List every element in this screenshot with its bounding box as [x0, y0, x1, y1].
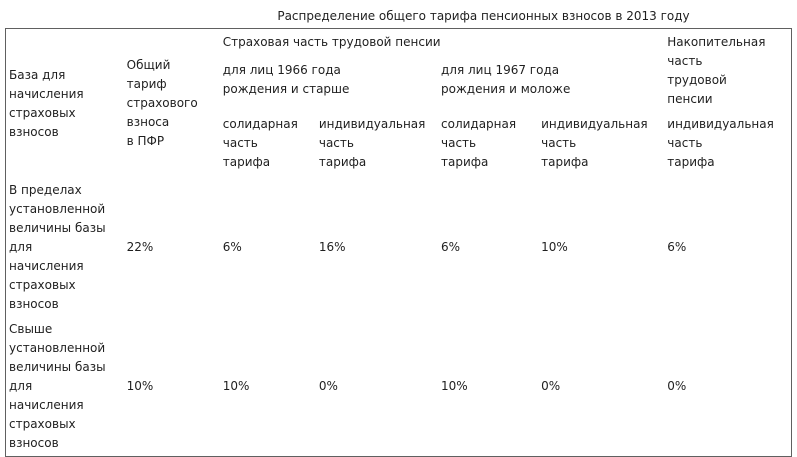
- value-cell-solidary-1966: 6%: [222, 239, 242, 254]
- header-base-column: База для начисления страховых взносов: [9, 67, 84, 139]
- header-total-tariff-column: Общий тариф страхового взноса в ПФР: [126, 58, 198, 148]
- value-cell-individual-1966: 16%: [318, 239, 346, 254]
- table-row-above-base-limit: Свыше установленной величины базы для на…: [6, 316, 792, 456]
- value-cell-individual-1966: 0%: [318, 379, 338, 394]
- header-solidary-part-1967: солидарная часть тарифа: [441, 117, 517, 169]
- header-insurance-part-group: Страховая часть трудовой пенсии: [222, 35, 441, 49]
- header-individual-part-1967: индивидуальная часть тарифа: [541, 117, 648, 169]
- value-cell-individual-1967: 0%: [541, 379, 561, 394]
- header-individual-part-funded: индивидуальная часть тарифа: [667, 117, 774, 169]
- value-cell-solidary-1967: 6%: [441, 239, 461, 254]
- value-cell-solidary-1967: 10%: [441, 379, 468, 394]
- value-cell-solidary-1966: 10%: [222, 379, 250, 394]
- value-cell-total: 10%: [126, 379, 154, 394]
- pension-tariff-table: База для начисления страховых взносов Об…: [5, 28, 792, 457]
- header-individual-part-1966: индивидуальная часть тарифа: [318, 117, 426, 169]
- header-row-birth-years: для лиц 1966 года рождения и старше для …: [6, 57, 792, 111]
- header-row-tariff-parts: солидарная часть тарифа индивидуальная ч…: [6, 111, 792, 176]
- header-row-groups: База для начисления страховых взносов Об…: [6, 29, 792, 148]
- value-cell-funded: 6%: [667, 239, 687, 254]
- value-cell-total: 22%: [126, 239, 154, 254]
- page-title: Распределение общего тарифа пенсионных в…: [277, 9, 690, 23]
- value-cell-funded: 0%: [667, 379, 687, 394]
- header-born-1966-group: для лиц 1966 года рождения и старше: [222, 63, 350, 97]
- row-label: В пределах установленной величины базы д…: [9, 182, 106, 311]
- header-solidary-part-1966: солидарная часть тарифа: [222, 117, 298, 169]
- header-funded-part-group: Накопительная часть трудовой пенсии: [667, 35, 766, 106]
- header-born-1967-group: для лиц 1967 года рождения и моложе: [441, 63, 571, 97]
- table-row-within-base-limit: В пределах установленной величины базы д…: [6, 176, 792, 316]
- row-label: Свыше установленной величины базы для на…: [9, 322, 106, 451]
- value-cell-individual-1967: 10%: [541, 239, 568, 254]
